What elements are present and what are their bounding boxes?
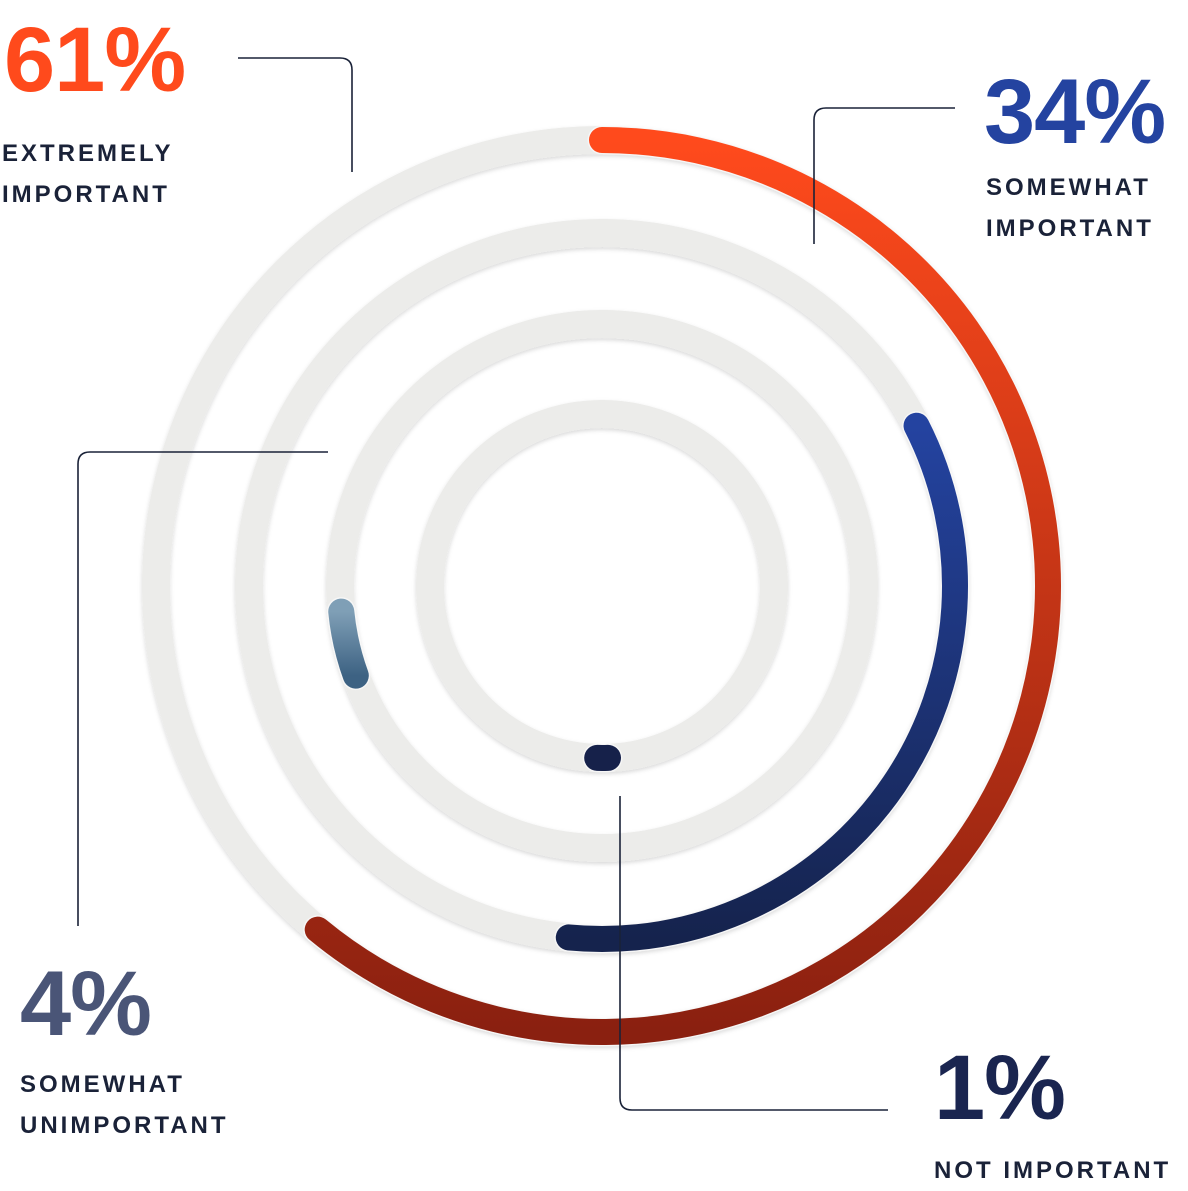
category-label-somewhat-unimportant: SOMEWHAT UNIMPORTANT — [20, 1064, 229, 1146]
category-label-line: UNIMPORTANT — [20, 1105, 229, 1146]
category-label-not-important: NOT IMPORTANT — [934, 1150, 1171, 1191]
value-label-somewhat-unimportant: 4% — [20, 958, 151, 1050]
leader-line-extremely-important — [238, 58, 352, 172]
bar-somewhat-unimportant — [341, 612, 356, 676]
category-label-line: EXTREMELY — [2, 133, 173, 174]
leader-line-somewhat-unimportant — [78, 452, 328, 926]
category-label-line: SOMEWHAT — [986, 167, 1154, 208]
value-label-somewhat-important: 34% — [984, 66, 1165, 158]
category-label-line: IMPORTANT — [2, 174, 173, 215]
category-label-line: SOMEWHAT — [20, 1064, 229, 1105]
category-label-somewhat-important: SOMEWHAT IMPORTANT — [986, 167, 1154, 249]
category-label-extremely-important: EXTREMELY IMPORTANT — [2, 133, 173, 215]
value-label-not-important: 1% — [934, 1042, 1065, 1134]
value-label-extremely-important: 61% — [4, 14, 185, 106]
category-label-line: NOT IMPORTANT — [934, 1150, 1171, 1191]
ring-track-not-important — [430, 414, 774, 758]
category-label-line: IMPORTANT — [986, 208, 1154, 249]
